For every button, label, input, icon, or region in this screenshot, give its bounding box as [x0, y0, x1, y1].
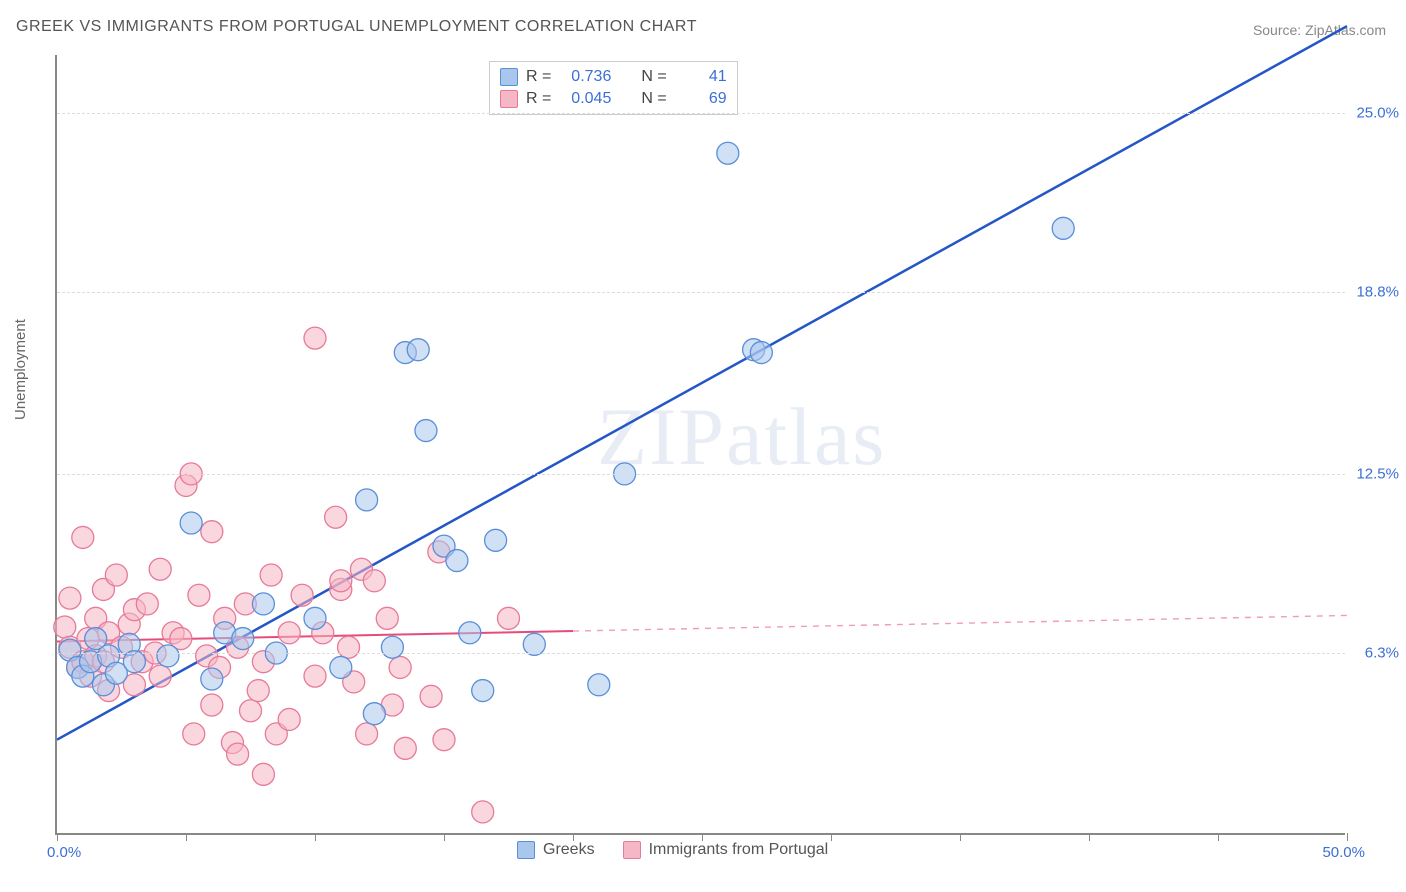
source-attribution: Source: ZipAtlas.com [1253, 22, 1386, 38]
x-tick [186, 833, 187, 841]
x-tick [960, 833, 961, 841]
n-value: 69 [675, 90, 727, 108]
legend-item: Greeks [517, 841, 595, 859]
chart-svg [57, 55, 1345, 833]
legend-swatch [517, 841, 535, 859]
x-tick [1089, 833, 1090, 841]
r-label: R = [526, 90, 551, 108]
legend-item: Immigrants from Portugal [623, 841, 829, 859]
y-tick-label: 25.0% [1356, 104, 1399, 121]
gridline [57, 474, 1345, 475]
legend-correlation: R = 0.736 N = 41 R = 0.045 N = 69 [489, 61, 738, 115]
y-axis-label: Unemployment [12, 319, 29, 420]
r-value: 0.045 [559, 90, 611, 108]
x-axis-min-label: 0.0% [47, 844, 81, 861]
chart-title: GREEK VS IMMIGRANTS FROM PORTUGAL UNEMPL… [16, 18, 697, 36]
y-tick-label: 18.8% [1356, 283, 1399, 300]
r-label: R = [526, 68, 551, 86]
n-value: 41 [675, 68, 727, 86]
x-axis-max-label: 50.0% [1322, 844, 1365, 861]
legend-swatch [500, 68, 518, 86]
gridline [57, 653, 1345, 654]
n-label: N = [641, 68, 666, 86]
x-tick [702, 833, 703, 841]
legend-label: Greeks [543, 841, 595, 859]
legend-swatch [623, 841, 641, 859]
n-label: N = [641, 90, 666, 108]
legend-series: Greeks Immigrants from Portugal [517, 841, 828, 859]
plot-area: ZIPatlas R =0.736N =41R =0.045N =69 Gree… [55, 55, 1345, 835]
x-tick [1218, 833, 1219, 841]
x-tick [573, 833, 574, 841]
legend-row: R = 0.045 N = 69 [500, 88, 727, 110]
legend-row: R = 0.736 N = 41 [500, 66, 727, 88]
x-tick [1347, 833, 1348, 841]
legend-label: Immigrants from Portugal [649, 841, 829, 859]
legend-swatch [500, 90, 518, 108]
gridline [57, 113, 1345, 114]
r-value: 0.736 [559, 68, 611, 86]
x-tick [831, 833, 832, 841]
x-tick [444, 833, 445, 841]
x-tick [57, 833, 58, 841]
gridline [57, 292, 1345, 293]
y-tick-label: 6.3% [1365, 645, 1399, 662]
y-tick-label: 12.5% [1356, 465, 1399, 482]
x-tick [315, 833, 316, 841]
